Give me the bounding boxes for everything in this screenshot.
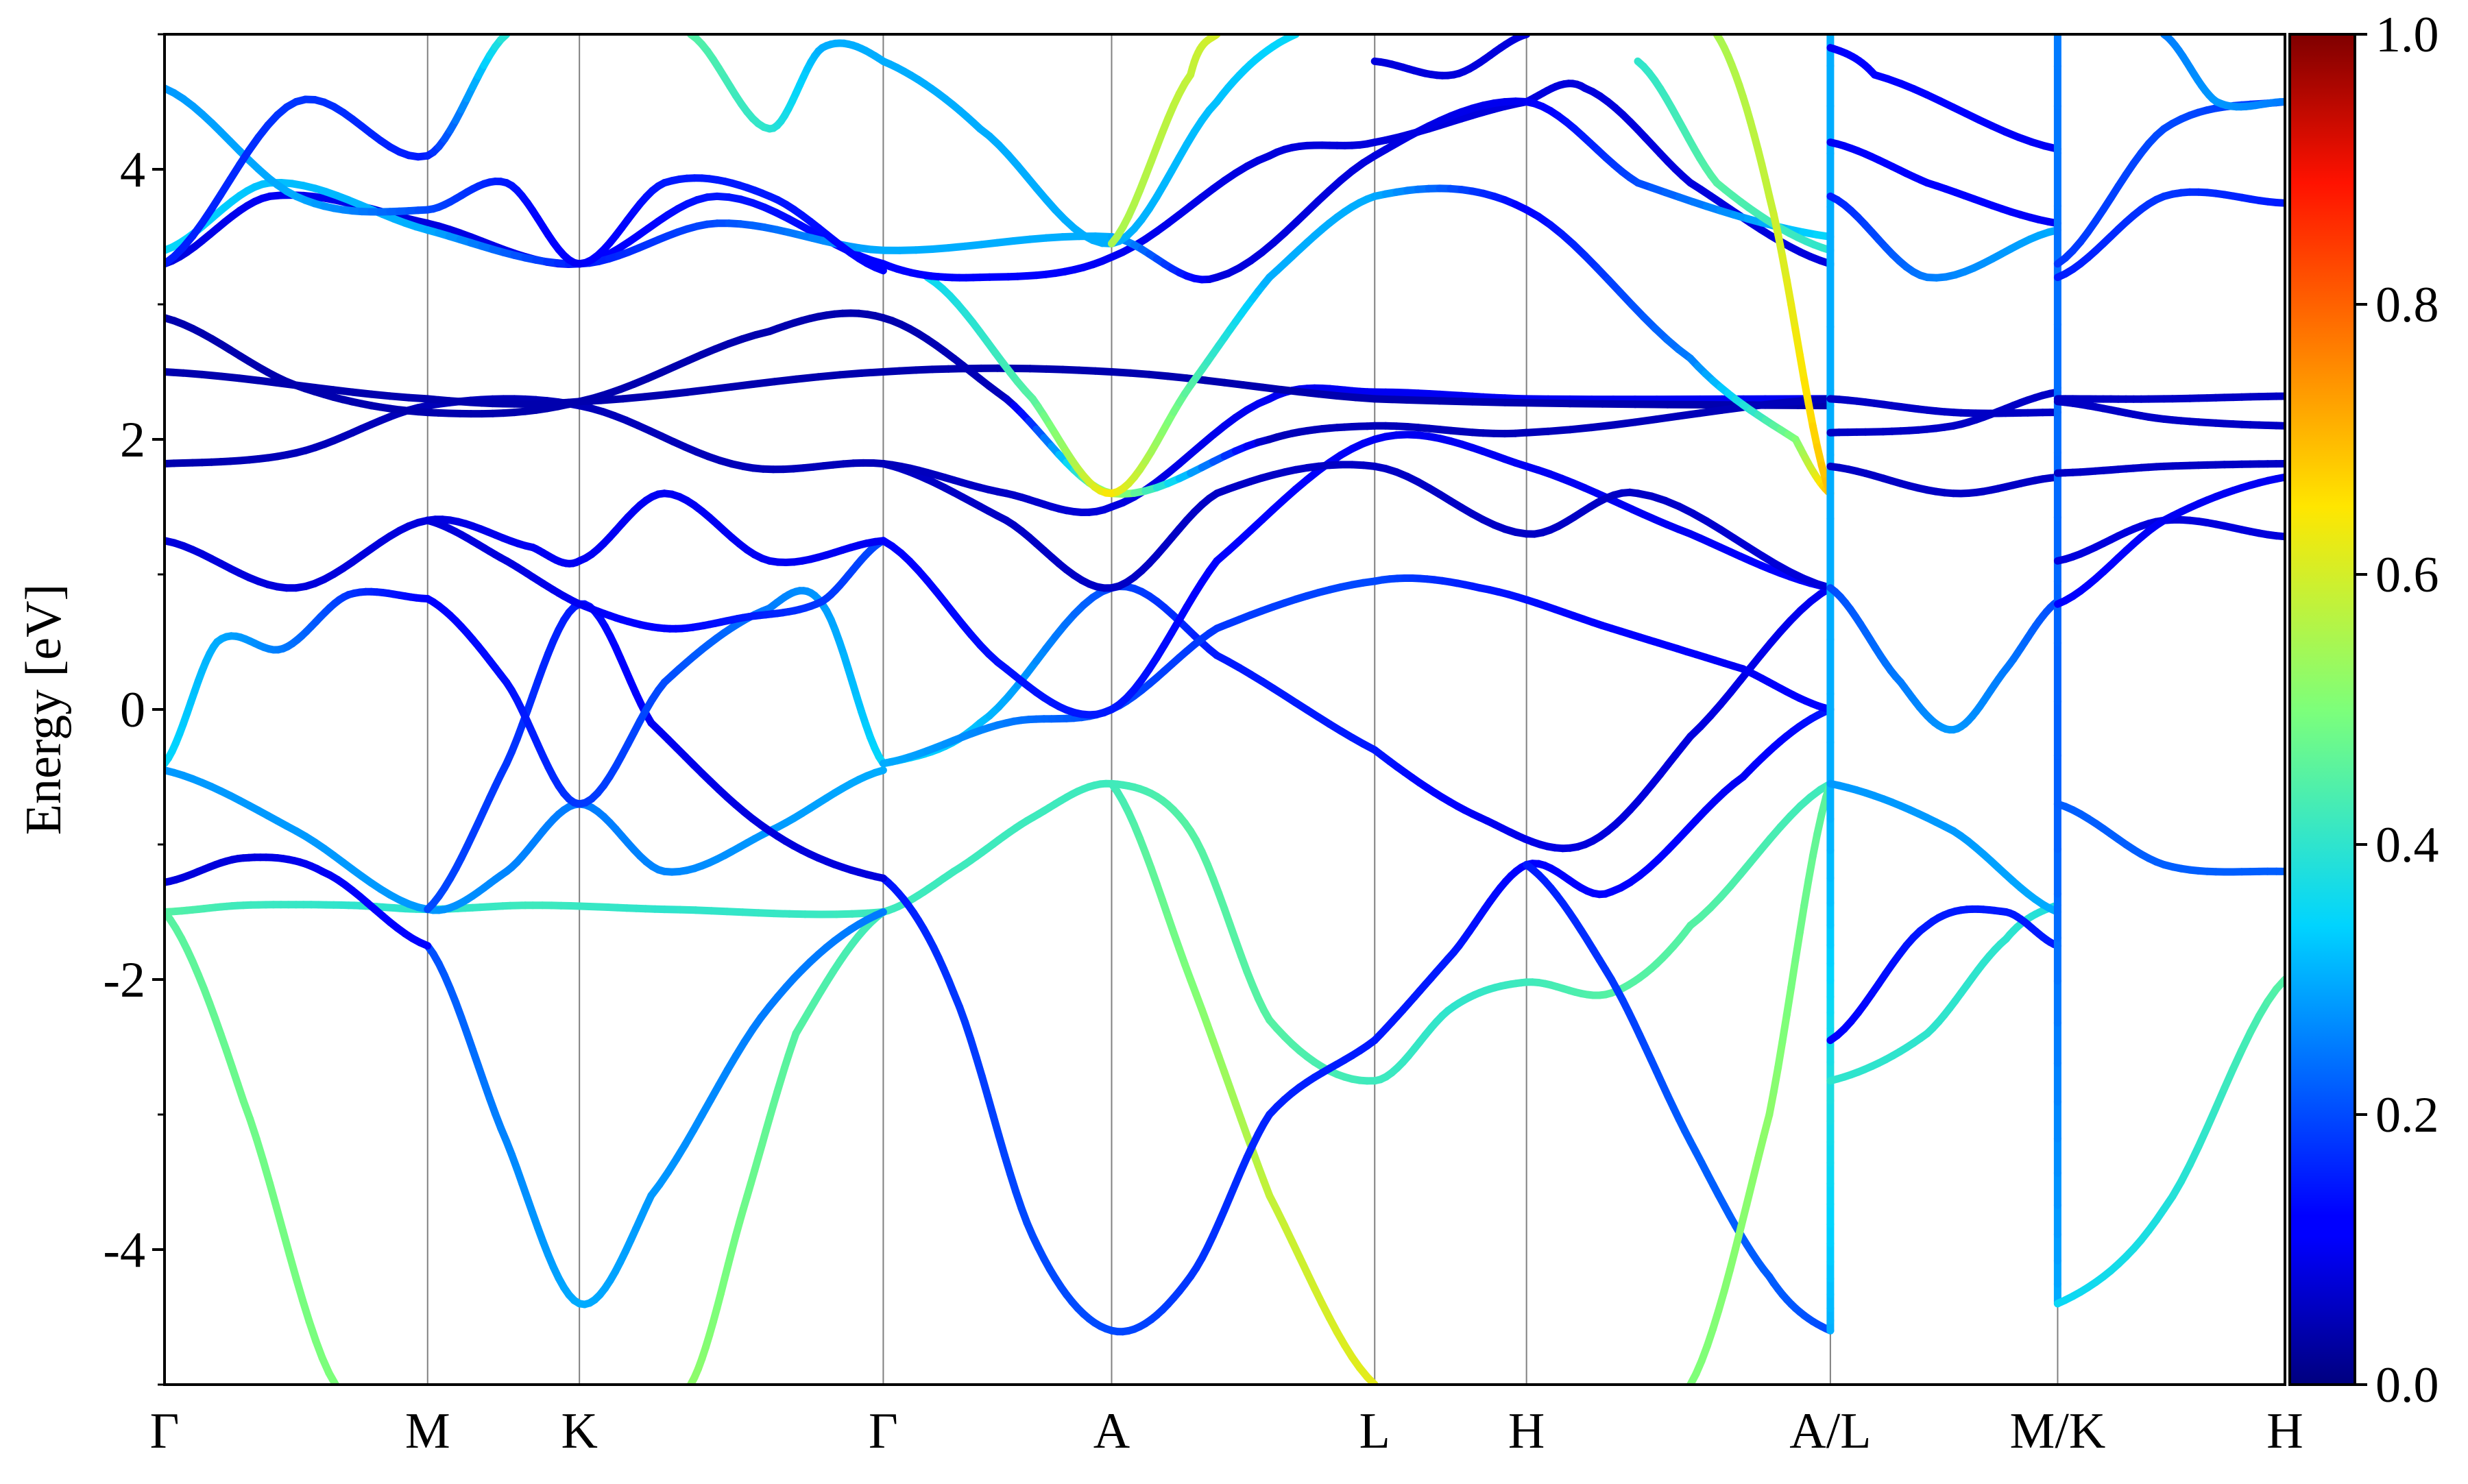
y-tick-label: 2 <box>120 412 145 468</box>
x-tick-label: A <box>1093 1403 1130 1459</box>
x-tick-label: H <box>1508 1403 1545 1459</box>
band-segment <box>1787 987 1791 1014</box>
band-b11 <box>428 604 884 909</box>
colorbar-tick-label: 0.6 <box>2375 547 2439 603</box>
band-b37 <box>1830 588 2058 730</box>
band-segment <box>1800 905 1804 932</box>
band-segment <box>875 770 884 773</box>
band-b53 <box>2057 102 2285 264</box>
plot-frame <box>165 34 2285 1385</box>
x-tick-label: A/L <box>1789 1403 1871 1459</box>
x-tick-label: Γ <box>869 1403 898 1459</box>
x-tick-label: M <box>405 1403 450 1459</box>
band-segment <box>1407 400 1440 401</box>
band-b19 <box>883 464 1830 588</box>
band-b9 <box>165 770 883 910</box>
band-b36 <box>1830 783 2058 912</box>
x-axis: Γ M K Γ A L H A/L M/K H <box>150 1403 2303 1459</box>
band-segment <box>1375 399 1407 400</box>
colorbar-tick-label: 0.2 <box>2375 1087 2439 1143</box>
band-segment <box>875 877 884 879</box>
band-b38 <box>1830 466 2058 494</box>
colorbar-tick-label: 0.0 <box>2375 1357 2439 1413</box>
band-segment <box>420 942 428 946</box>
band-b13 <box>165 592 428 764</box>
band-b42 <box>1830 143 2058 223</box>
x-tick-label: L <box>1359 1403 1390 1459</box>
x-tick-label: M/K <box>2010 1403 2106 1459</box>
band-segment <box>1795 330 1800 355</box>
colorbar-tick-label: 1.0 <box>2375 7 2439 63</box>
band-b29 <box>1112 34 1218 243</box>
band-b47 <box>2057 520 2285 561</box>
colorbar <box>2290 34 2355 1385</box>
band-segment <box>1505 402 1538 403</box>
band-segment <box>422 598 428 599</box>
band-b50 <box>2057 402 2285 426</box>
colorbar-ticks: 0.0 0.2 0.4 0.6 0.8 1.0 <box>2355 7 2439 1413</box>
band-segment <box>1795 932 1800 960</box>
band-b2 <box>165 912 335 1385</box>
y-axis: -4 -2 0 2 4 <box>103 34 165 1385</box>
band-b7 <box>1527 865 1830 1331</box>
y-tick-label: 4 <box>120 142 145 198</box>
band-b21 <box>165 368 1830 406</box>
band-b52 <box>2057 192 2285 277</box>
band-b46 <box>2057 804 2285 872</box>
y-tick-label: 0 <box>120 682 145 738</box>
band-segment <box>875 912 884 916</box>
band-b30 <box>1375 34 1527 75</box>
band-b12 <box>428 591 884 804</box>
band-segment <box>1791 960 1795 987</box>
colorbar-tick-label: 0.4 <box>2375 817 2439 873</box>
band-segment <box>329 1373 336 1385</box>
band-b6 <box>883 709 1830 1332</box>
band-b49 <box>2057 396 2285 399</box>
band-segment <box>1778 1042 1782 1068</box>
x-tick-label: Γ <box>150 1403 180 1459</box>
band-b8 <box>1691 783 1830 1385</box>
band-segment <box>1804 880 1808 905</box>
band-b4 <box>428 912 884 1305</box>
band-b43 <box>1830 48 2058 149</box>
band-b5 <box>1112 783 1375 1385</box>
band-segment <box>1791 304 1795 330</box>
y-axis-title: Energy [eV] <box>16 584 72 835</box>
band-segment <box>1440 401 1473 402</box>
band-b54 <box>2164 34 2286 107</box>
band-b34 <box>1830 905 2058 1081</box>
band-segment <box>875 267 884 271</box>
y-tick-label: -2 <box>103 952 145 1008</box>
band-lines <box>165 34 2285 1385</box>
y-tick-label: -4 <box>103 1222 145 1278</box>
band-b48 <box>2057 477 2285 604</box>
band-segment <box>1538 403 1571 404</box>
x-tick-label: K <box>561 1403 597 1459</box>
band-segment <box>1782 1015 1787 1042</box>
band-b45 <box>2057 980 2285 1304</box>
band-b51 <box>2057 464 2285 474</box>
band-b41 <box>1830 196 2058 278</box>
x-tick-label: H <box>2266 1403 2303 1459</box>
colorbar-tick-label: 0.8 <box>2375 277 2439 333</box>
